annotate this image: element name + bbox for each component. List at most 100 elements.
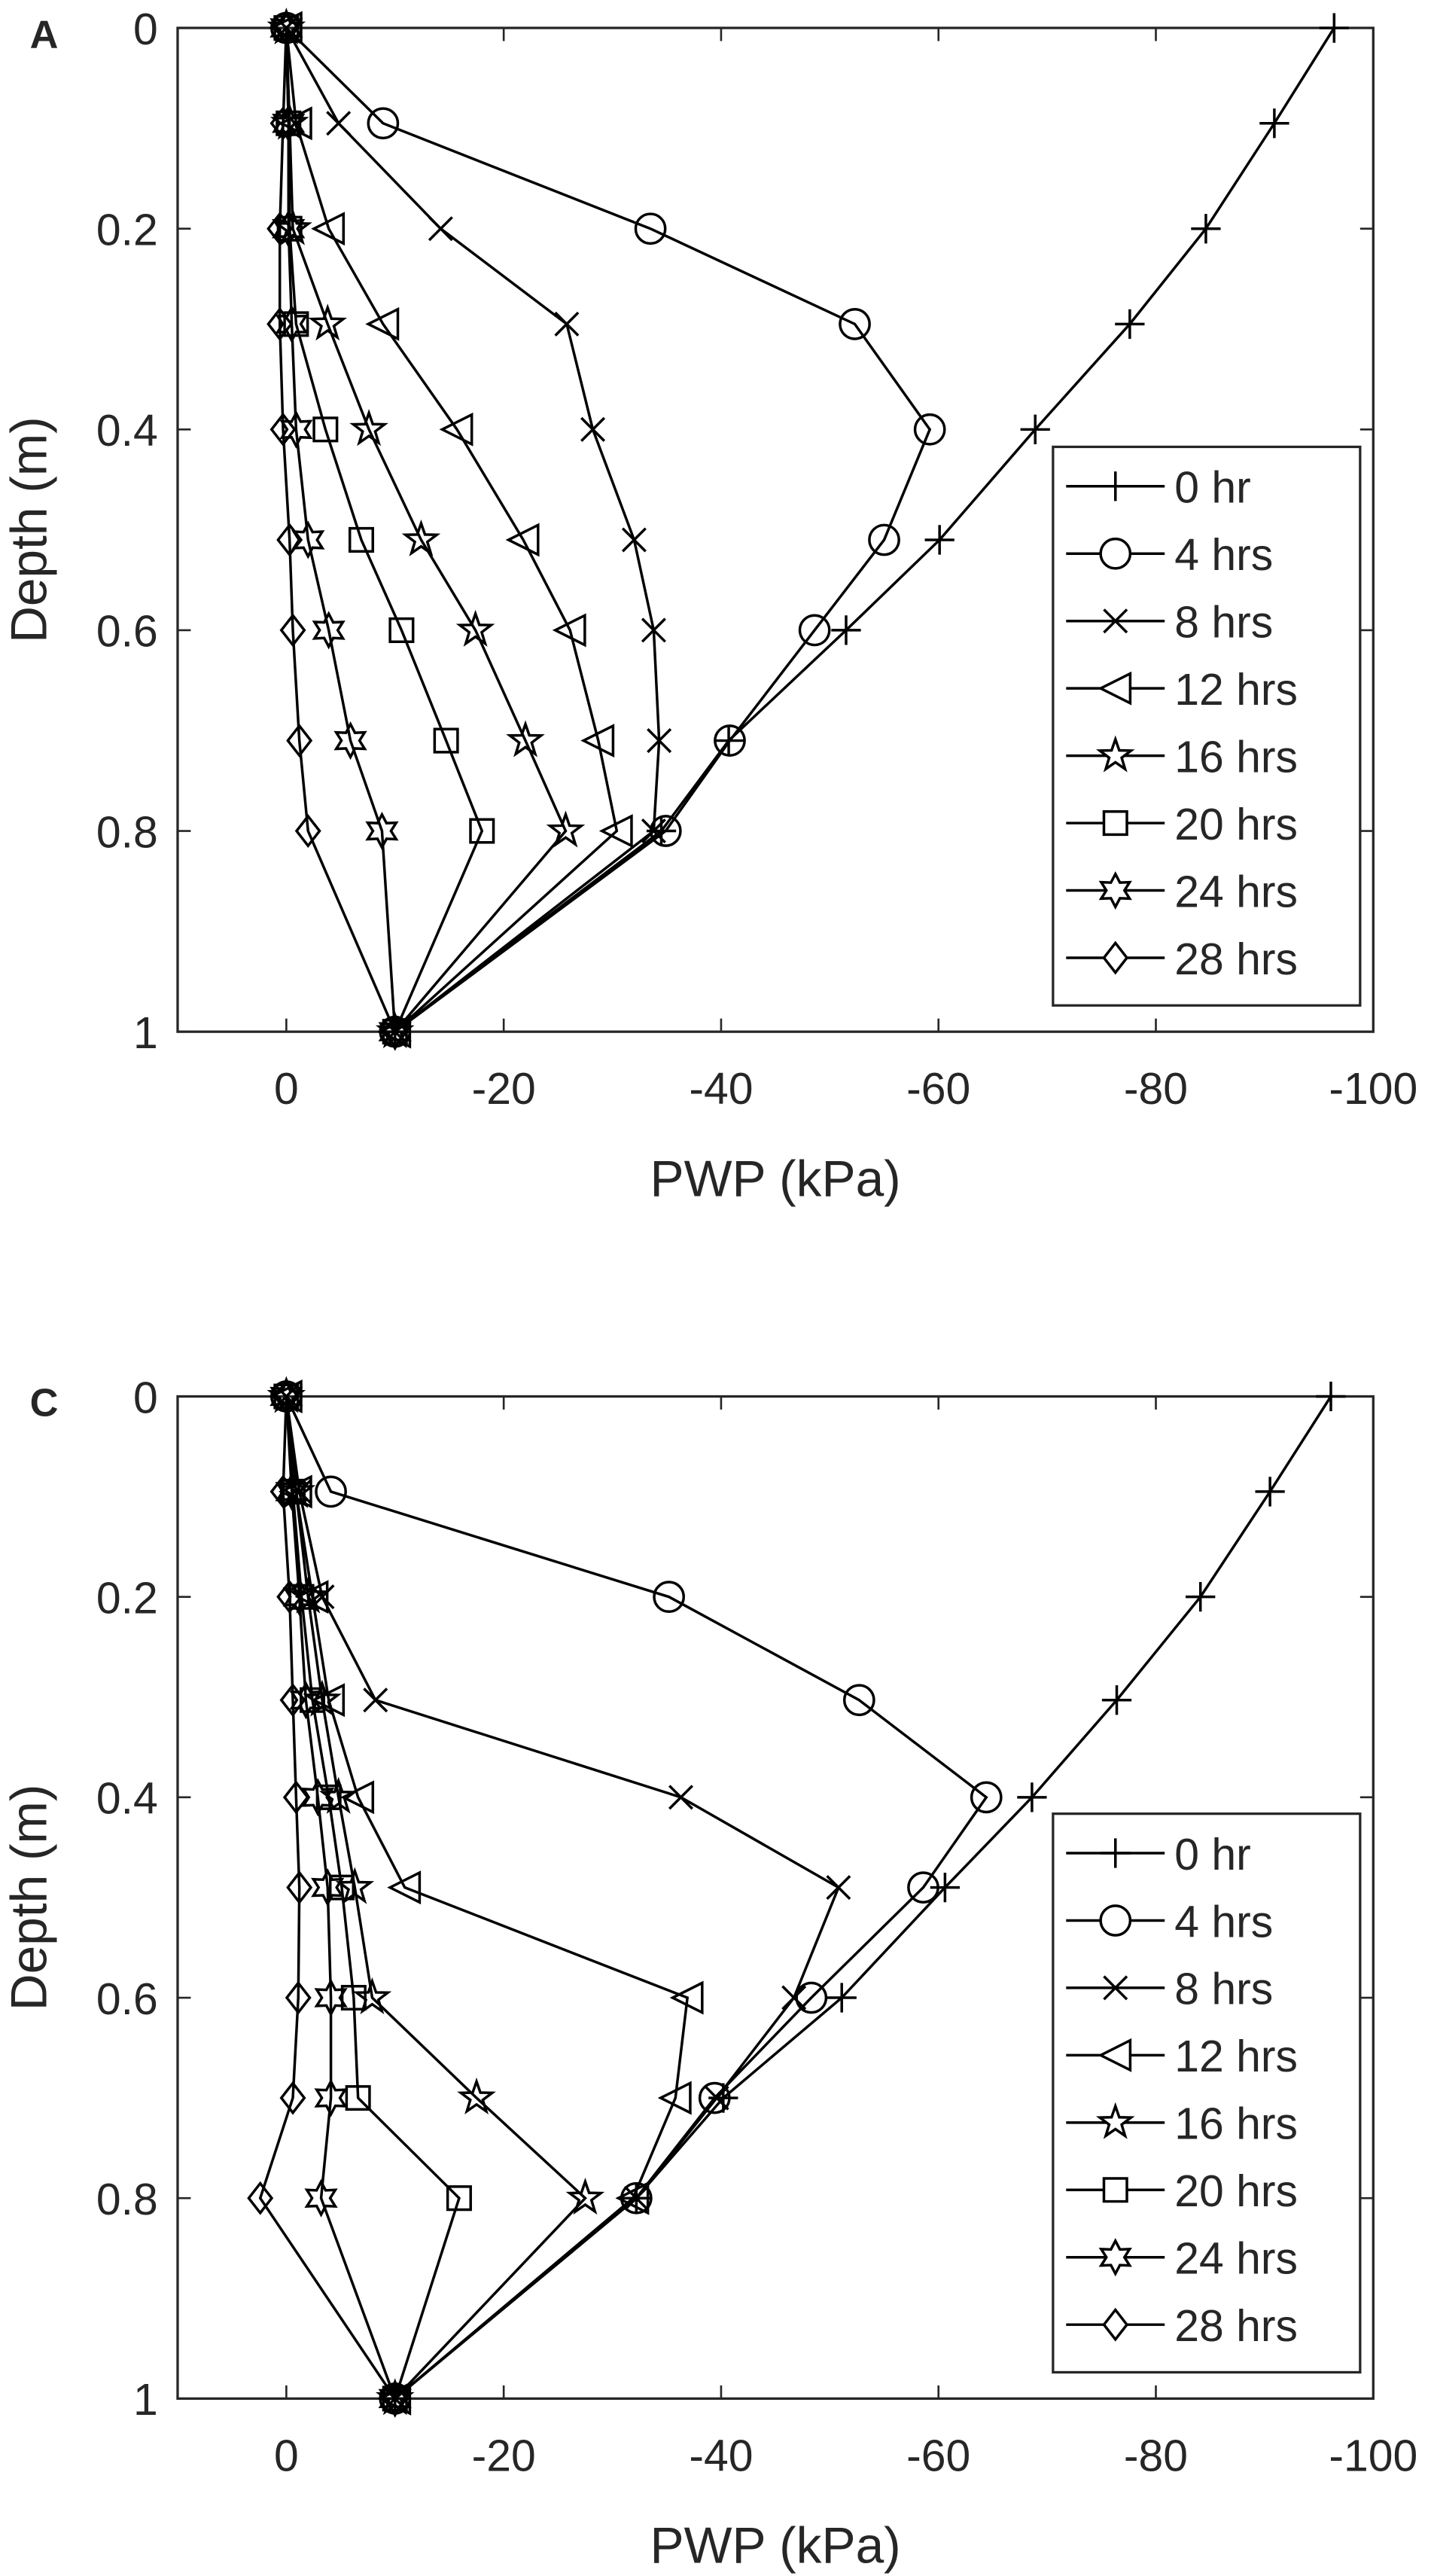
- marker: [365, 306, 400, 341]
- chart: 0 -20 -40 -60 -80 -100 0 0.2 0.4 0.6 0.8 1 PWP (kPa)…: [1, 1373, 1417, 2574]
- x-tick-label: 0: [274, 2431, 299, 2480]
- legend-marker: [1098, 870, 1132, 910]
- legend-label: 20 hrs: [1174, 800, 1298, 849]
- marker: [455, 609, 495, 647]
- series-line: [278, 28, 397, 1032]
- x-tick-label: -60: [906, 1065, 970, 1114]
- legend-marker: [1103, 608, 1128, 634]
- legend-marker: [1095, 2102, 1135, 2139]
- y-tick-label: 0.8: [96, 808, 158, 857]
- marker: [668, 1785, 694, 1810]
- legend-label: 16 hrs: [1174, 2100, 1298, 2149]
- chart: 0 -20 -40 -60 -80 -100 0 0.2 0.4 0.6 0.8 1 PWP (kPa)…: [1, 5, 1417, 1207]
- series-line: [285, 1396, 461, 2399]
- marker: [1115, 309, 1145, 339]
- marker: [649, 815, 682, 847]
- marker: [315, 1475, 347, 1508]
- marker: [276, 1580, 303, 1614]
- x-tick-label: -20: [472, 1065, 536, 1114]
- y-tick-label: 0: [133, 1373, 158, 1422]
- marker: [286, 724, 313, 758]
- legend-marker: [1102, 940, 1129, 975]
- legend-label: 24 hrs: [1174, 867, 1298, 916]
- legend-marker: [1102, 2177, 1128, 2203]
- legend-label: 8 hrs: [1174, 599, 1273, 648]
- series-line: [285, 27, 619, 1033]
- marker: [647, 728, 672, 754]
- y-axis-label: Depth (m): [1, 1785, 57, 2011]
- y-tick-label: 0.8: [96, 2175, 158, 2224]
- marker: [565, 2178, 605, 2215]
- marker: [913, 413, 946, 446]
- marker: [279, 1683, 306, 1718]
- marker: [1186, 1582, 1216, 1612]
- marker: [326, 111, 352, 136]
- y-tick-label: 0.4: [96, 407, 158, 456]
- legend-marker: [1102, 810, 1128, 837]
- legend-marker: [1098, 671, 1132, 706]
- legend-label: 12 hrs: [1174, 666, 1298, 715]
- marker: [279, 613, 306, 648]
- marker: [1191, 214, 1221, 244]
- y-tick-label: 0.4: [96, 1775, 158, 1824]
- marker: [272, 104, 306, 143]
- y-tick-label: 0: [133, 5, 158, 54]
- marker: [308, 303, 348, 341]
- marker: [401, 519, 441, 556]
- axes-box: [176, 1395, 1375, 2401]
- marker: [272, 11, 300, 45]
- marker: [868, 523, 900, 556]
- marker: [641, 617, 666, 643]
- marker: [634, 212, 667, 245]
- marker: [275, 304, 309, 343]
- y-tick-label: 0.6: [96, 608, 158, 657]
- series-line: [285, 26, 932, 1033]
- marker: [333, 721, 367, 761]
- marker: [907, 1871, 939, 1904]
- legend-label: 0 hr: [1174, 1831, 1250, 1879]
- marker: [312, 611, 346, 650]
- marker: [669, 1980, 704, 2015]
- y-tick-label: 0.2: [96, 1574, 158, 1623]
- marker: [340, 1780, 375, 1815]
- marker: [1319, 13, 1349, 43]
- axes-box: [176, 26, 1375, 1033]
- marker: [781, 1985, 807, 2010]
- marker: [269, 412, 297, 447]
- series-line: [285, 1396, 397, 2399]
- marker: [970, 1781, 1003, 1814]
- marker: [580, 416, 606, 442]
- marker: [505, 523, 540, 557]
- marker: [282, 1780, 309, 1815]
- marker: [314, 2078, 348, 2117]
- marker: [283, 311, 309, 337]
- marker: [269, 106, 297, 141]
- marker: [930, 1872, 961, 1903]
- x-tick-label: -40: [689, 2431, 753, 2480]
- legend-label: 0 hr: [1174, 464, 1250, 513]
- marker: [826, 1875, 851, 1901]
- marker: [335, 1867, 375, 1904]
- x-tick-label: -40: [689, 1065, 753, 1114]
- series-line: [285, 27, 661, 1033]
- marker: [457, 2077, 496, 2115]
- series-line: [394, 27, 1335, 1033]
- marker: [924, 525, 955, 555]
- marker: [714, 724, 746, 757]
- marker: [367, 107, 400, 140]
- marker: [615, 2181, 650, 2215]
- marker: [831, 615, 861, 645]
- y-tick-label: 0.6: [96, 1975, 158, 2024]
- marker: [266, 306, 294, 341]
- marker: [428, 216, 453, 242]
- y-tick-label: 1: [133, 2376, 158, 2425]
- marker: [1316, 1381, 1346, 1412]
- legend-marker: [1101, 471, 1131, 501]
- marker: [798, 614, 831, 647]
- series-line: [285, 28, 568, 1033]
- marker: [387, 1870, 422, 1905]
- marker: [641, 819, 666, 844]
- marker: [382, 1014, 409, 1049]
- series-line: [285, 1396, 587, 2400]
- marker: [580, 724, 615, 758]
